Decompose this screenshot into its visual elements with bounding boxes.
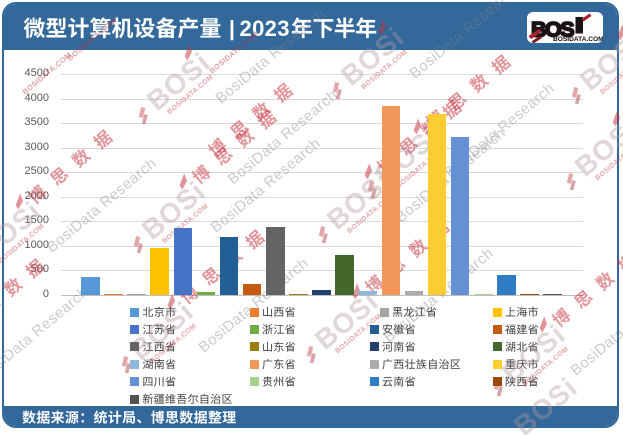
svg-text:BOS: BOS (531, 17, 574, 41)
svg-text:|: | (229, 18, 235, 41)
svg-text:BOSIDATA.COM: BOSIDATA.COM (553, 36, 603, 43)
